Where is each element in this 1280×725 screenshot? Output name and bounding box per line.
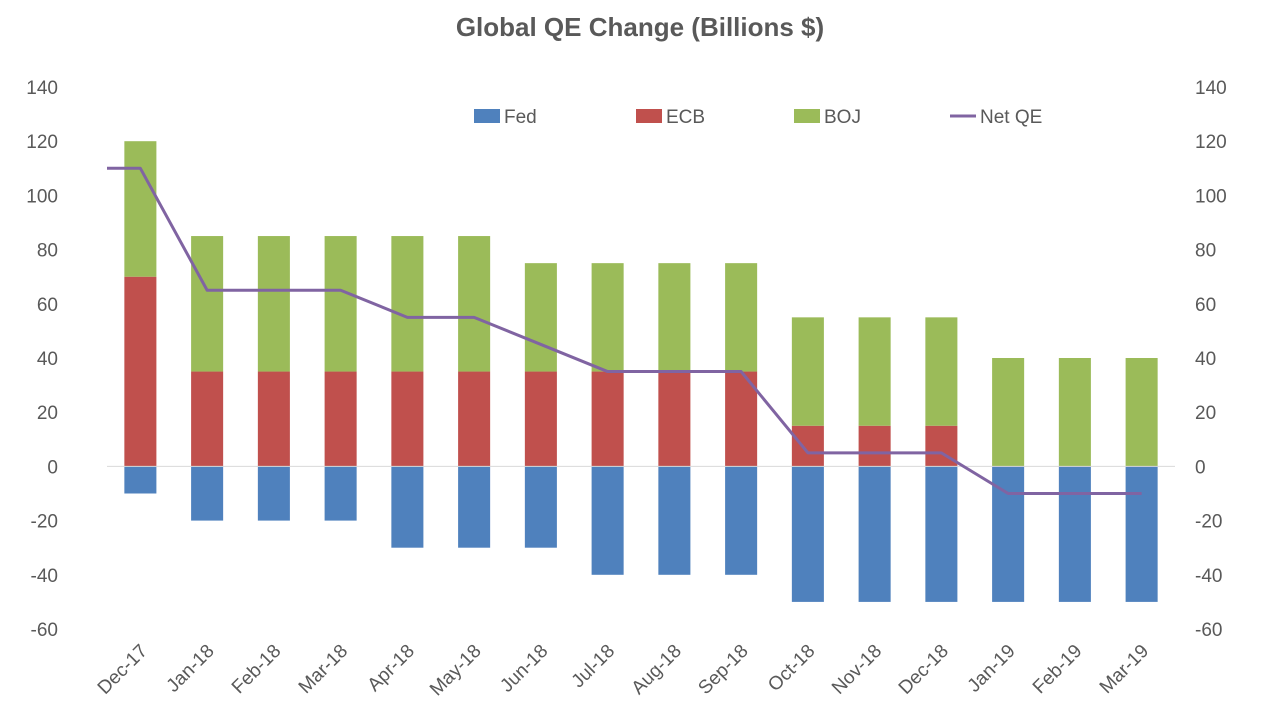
bar-fed bbox=[1058, 466, 1091, 602]
bar-ecb bbox=[791, 425, 824, 467]
y-tick-label-right: -40 bbox=[1195, 566, 1222, 587]
y-tick-label-left: -20 bbox=[31, 512, 58, 533]
bar-boj bbox=[324, 236, 357, 372]
x-tick-label: Nov-18 bbox=[828, 641, 886, 699]
bar-fed bbox=[992, 466, 1025, 602]
bar-boj bbox=[858, 317, 891, 426]
y-tick-label-left: 140 bbox=[26, 78, 58, 99]
bar-fed bbox=[524, 466, 557, 548]
bar-boj bbox=[791, 317, 824, 426]
y-tick-label-left: -60 bbox=[31, 620, 58, 641]
x-tick-label: May-18 bbox=[426, 641, 486, 701]
bar-fed bbox=[858, 466, 891, 602]
y-tick-label-left: -40 bbox=[31, 566, 58, 587]
bar-fed bbox=[458, 466, 491, 548]
bar-ecb bbox=[858, 425, 891, 467]
bar-ecb bbox=[725, 371, 758, 467]
bar-fed bbox=[324, 466, 357, 521]
y-tick-label-left: 20 bbox=[37, 403, 58, 424]
bar-fed bbox=[658, 466, 691, 575]
y-tick-label-left: 120 bbox=[26, 132, 58, 153]
bar-boj bbox=[725, 263, 758, 372]
x-tick-label: Dec-18 bbox=[895, 641, 953, 699]
bar-boj bbox=[1058, 358, 1091, 467]
y-tick-label-right: 140 bbox=[1195, 78, 1227, 99]
bar-fed bbox=[257, 466, 290, 521]
y-tick-label-right: 0 bbox=[1195, 457, 1206, 478]
y-tick-label-right: 40 bbox=[1195, 349, 1216, 370]
bar-ecb bbox=[191, 371, 224, 467]
y-tick-label-left: 80 bbox=[37, 241, 58, 262]
legend-label: Net QE bbox=[980, 107, 1042, 128]
bar-fed bbox=[791, 466, 824, 602]
bar-ecb bbox=[324, 371, 357, 467]
bar-boj bbox=[1125, 358, 1158, 467]
y-tick-label-right: 120 bbox=[1195, 132, 1227, 153]
bar-fed bbox=[191, 466, 224, 521]
bar-boj bbox=[591, 263, 624, 372]
x-tick-label: Feb-19 bbox=[1029, 641, 1086, 698]
line-net-qe bbox=[107, 166, 1142, 495]
x-tick-label: Mar-18 bbox=[295, 641, 352, 698]
y-tick-label-right: -20 bbox=[1195, 512, 1222, 533]
legend-swatch-fed bbox=[474, 109, 500, 123]
bar-boj bbox=[191, 236, 224, 372]
y-tick-label-left: 100 bbox=[26, 186, 58, 207]
bar-ecb bbox=[257, 371, 290, 467]
bar-boj bbox=[458, 236, 491, 372]
y-tick-label-right: -60 bbox=[1195, 620, 1222, 641]
x-tick-label: Jul-18 bbox=[568, 641, 619, 692]
bar-boj bbox=[391, 236, 424, 372]
bar-boj bbox=[925, 317, 958, 426]
x-tick-label: Apr-18 bbox=[364, 641, 419, 696]
y-tick-label-right: 20 bbox=[1195, 403, 1216, 424]
bar-fed bbox=[925, 466, 958, 602]
x-tick-label: Dec-17 bbox=[94, 641, 152, 699]
legend-swatch-ecb bbox=[636, 109, 662, 123]
bar-ecb bbox=[524, 371, 557, 467]
bar-fed bbox=[725, 466, 758, 575]
bar-boj bbox=[124, 141, 157, 277]
bar-ecb bbox=[591, 371, 624, 467]
y-tick-label-left: 60 bbox=[37, 295, 58, 316]
bar-fed bbox=[391, 466, 424, 548]
bar-ecb bbox=[124, 276, 157, 467]
x-tick-label: Jan-19 bbox=[964, 641, 1020, 697]
x-tick-label: Mar-19 bbox=[1096, 641, 1153, 698]
y-tick-label-left: 40 bbox=[37, 349, 58, 370]
bar-fed bbox=[591, 466, 624, 575]
legend-label: Fed bbox=[504, 107, 537, 128]
bar-boj bbox=[992, 358, 1025, 467]
x-tick-label: Jun-18 bbox=[496, 641, 552, 697]
x-tick-label: Sep-18 bbox=[694, 641, 752, 699]
legend-label: ECB bbox=[666, 107, 705, 128]
bar-boj bbox=[257, 236, 290, 372]
bar-boj bbox=[658, 263, 691, 372]
x-tick-label: Oct-18 bbox=[764, 641, 819, 696]
legend-label: BOJ bbox=[824, 107, 861, 128]
x-tick-label: Jan-18 bbox=[163, 641, 219, 697]
y-tick-label-right: 100 bbox=[1195, 186, 1227, 207]
bar-ecb bbox=[391, 371, 424, 467]
bar-ecb bbox=[658, 371, 691, 467]
bar-fed bbox=[1125, 466, 1158, 602]
bar-boj bbox=[524, 263, 557, 372]
x-tick-label: Feb-18 bbox=[228, 641, 285, 698]
bar-ecb bbox=[458, 371, 491, 467]
y-tick-label-right: 60 bbox=[1195, 295, 1216, 316]
y-tick-label-left: 0 bbox=[47, 457, 58, 478]
bar-fed bbox=[124, 466, 157, 494]
legend-swatch-boj bbox=[794, 109, 820, 123]
x-tick-label: Aug-18 bbox=[628, 641, 686, 699]
chart-title: Global QE Change (Billions $) bbox=[455, 12, 825, 42]
y-tick-label-right: 80 bbox=[1195, 241, 1216, 262]
